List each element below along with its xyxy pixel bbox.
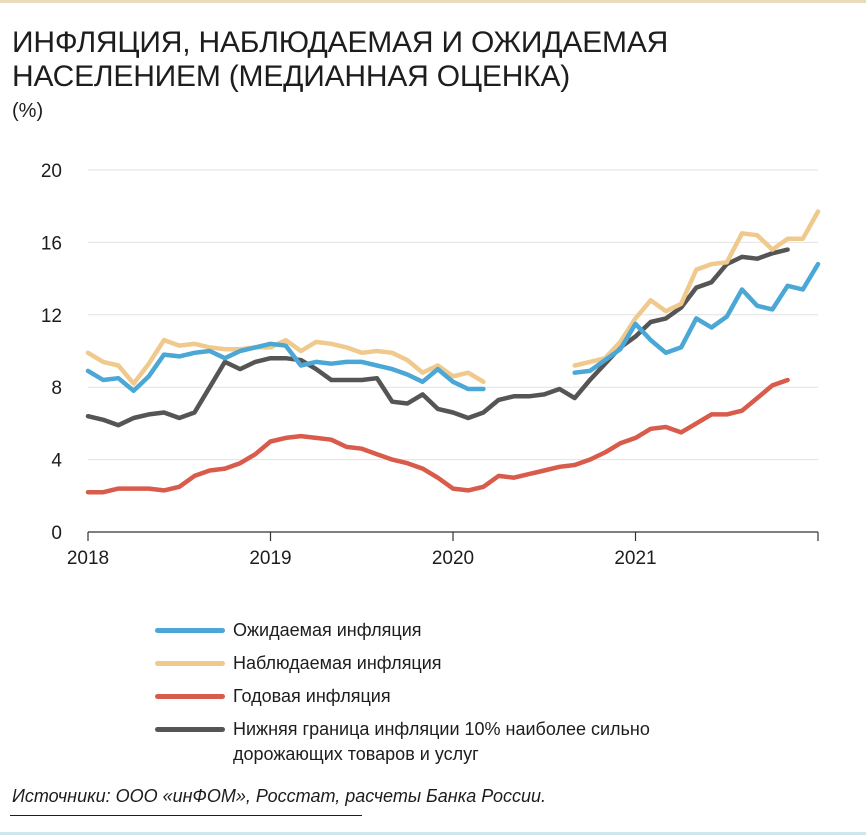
series-line-1 [85,337,486,386]
legend-swatch-annual [155,694,225,699]
legend-item-expected: Ожидаемая инфляция [155,618,855,643]
line-chart: 0 4 8 12 16 20 2018 2019 2020 2021 [41,161,821,569]
legend-swatch-expected [155,628,225,633]
series-line-0 [572,261,821,375]
chart-title: ИНФЛЯЦИЯ, НАБЛЮДАЕМАЯ И ОЖИДАЕМАЯ НАСЕЛЕ… [12,26,669,93]
x-tick-label: 2018 [67,548,109,569]
legend-item-annual: Годовая инфляция [155,684,855,709]
source-note: Источники: ООО «инФОМ», Росстат, расчеты… [12,786,547,806]
unit-label: (%) [12,100,44,122]
legend-swatch-observed [155,661,225,666]
legend: Ожидаемая инфляция Наблюдаемая инфляция … [155,618,855,775]
y-tick-label: 16 [41,233,62,254]
y-tick-label: 8 [51,378,62,399]
source-underline [10,815,362,816]
legend-item-lower-bound: Нижняя граница инфляции 10% наиболее сил… [155,717,855,767]
series-line-2 [85,377,790,495]
legend-label-expected: Ожидаемая инфляция [233,620,422,640]
x-tick-label: 2020 [432,548,474,569]
legend-swatch-lower-bound [155,727,225,732]
series-line-1 [572,209,821,368]
top-rule [0,0,866,3]
y-tick-label: 20 [41,161,62,182]
x-tick-label: 2019 [249,548,291,569]
legend-label-annual: Годовая инфляция [233,686,391,706]
legend-label-observed: Наблюдаемая инфляция [233,653,442,673]
legend-item-observed: Наблюдаемая инфляция [155,651,855,676]
x-tick-label: 2021 [614,548,656,569]
bottom-rule [0,832,866,835]
y-tick-label: 12 [41,306,62,327]
legend-label-lower-bound: Нижняя граница инфляции 10% наиболее сил… [233,719,650,764]
y-tick-label: 4 [51,451,62,472]
y-tick-label: 0 [51,523,62,544]
series-line-0 [85,341,486,394]
series-line-3 [85,247,790,428]
